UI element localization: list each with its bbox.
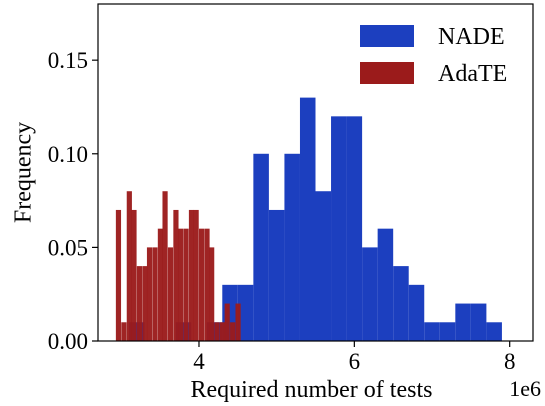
adate-bar-0: [115, 209, 122, 341]
adate-bar-11: [173, 209, 179, 341]
nade-bar-14: [346, 116, 363, 341]
y-tick-label-0: 0.00: [48, 329, 88, 354]
nade-bar-7: [237, 284, 254, 341]
nade-bar-19: [424, 322, 440, 341]
adate-bar-20: [219, 322, 226, 341]
adate-bar-1: [121, 322, 127, 341]
nade-bar-11: [299, 97, 316, 341]
y-tick-label-2: 0.10: [48, 142, 88, 167]
adate-bar-3: [131, 209, 137, 341]
adate-bar-17: [204, 228, 210, 341]
x-axis-offset-label: 1e6: [509, 376, 541, 401]
adate-bar-6: [146, 247, 153, 341]
x-tick-label-2: 8: [504, 349, 516, 374]
nade-bar-10: [284, 153, 300, 341]
plot-frame: [97, 3, 534, 342]
adate-bar-22: [230, 322, 236, 341]
x-axis-label: Required number of tests: [191, 377, 433, 403]
nade-bar-8: [253, 153, 269, 341]
nade-bar-15: [362, 247, 378, 341]
nade-bars: [129, 97, 502, 341]
adate-bar-5: [142, 266, 148, 341]
y-axis: 0.00 0.05 0.10 0.15: [48, 48, 98, 354]
adate-bar-23: [235, 303, 241, 341]
nade-bar-21: [455, 303, 471, 341]
legend-label-adate: AdaTE: [438, 61, 507, 87]
adate-bar-21: [224, 303, 230, 341]
adate-bars: [115, 191, 241, 341]
y-axis-label: Frequency: [10, 122, 36, 223]
adate-bar-16: [198, 228, 205, 341]
y-tick-label-3: 0.15: [48, 48, 88, 73]
nade-bar-12: [315, 191, 332, 341]
x-axis: 4 6 8: [193, 341, 515, 374]
adate-bar-15: [193, 209, 199, 341]
adate-bar-8: [157, 228, 163, 341]
nade-bar-22: [470, 303, 487, 341]
adate-bar-9: [162, 191, 168, 341]
x-tick-label-0: 4: [193, 349, 205, 374]
legend-swatch-nade: [360, 25, 414, 47]
nade-bar-18: [408, 284, 425, 341]
nade-bar-16: [377, 228, 394, 341]
legend: NADE AdaTE: [360, 24, 507, 87]
legend-swatch-adate: [360, 62, 414, 84]
adate-bar-2: [126, 191, 132, 341]
adate-bar-13: [183, 228, 189, 341]
legend-label-nade: NADE: [438, 24, 505, 50]
adate-bar-4: [136, 266, 143, 341]
nade-bar-17: [393, 266, 409, 341]
x-tick-label-1: 6: [349, 349, 361, 374]
y-tick-label-1: 0.05: [48, 235, 88, 260]
adate-bar-12: [178, 228, 184, 341]
adate-bar-19: [214, 322, 220, 341]
adate-bar-14: [188, 209, 195, 341]
nade-bar-20: [439, 322, 456, 341]
nade-bar-23: [486, 322, 502, 341]
nade-bar-13: [331, 116, 347, 341]
adate-bar-7: [152, 247, 158, 341]
nade-bar-9: [268, 209, 285, 341]
adate-bar-18: [209, 247, 215, 341]
adate-bar-10: [167, 247, 174, 341]
